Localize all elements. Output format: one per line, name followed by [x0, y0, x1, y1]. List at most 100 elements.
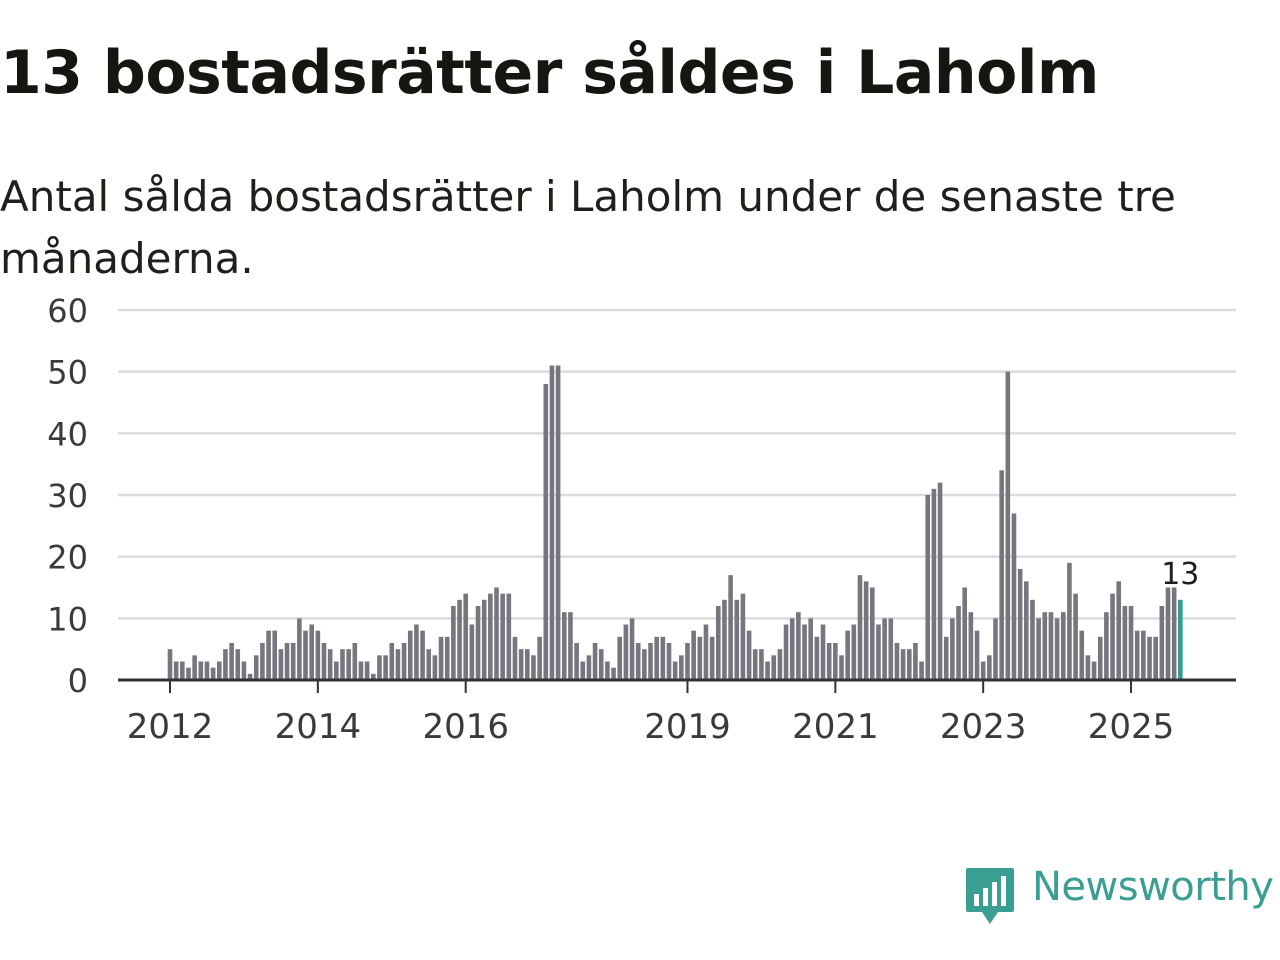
bar	[715, 606, 721, 680]
bar	[561, 612, 567, 680]
bar	[463, 593, 469, 680]
bar	[383, 655, 388, 680]
bar	[777, 649, 783, 680]
bar	[235, 649, 241, 680]
bar	[937, 482, 943, 680]
bar	[660, 636, 666, 680]
bar	[315, 630, 321, 680]
bar	[420, 630, 425, 680]
bar	[1011, 513, 1017, 680]
bar	[518, 649, 524, 680]
bar	[223, 649, 228, 680]
bar	[987, 655, 992, 680]
bar	[962, 587, 968, 680]
bar	[863, 581, 869, 680]
data-labels: 13	[1161, 557, 1199, 592]
bar	[1153, 636, 1158, 680]
bar	[278, 649, 284, 680]
bar	[734, 599, 740, 680]
bar	[173, 661, 179, 680]
x-tick-label: 2012	[127, 707, 214, 747]
bar	[968, 612, 974, 680]
bar	[925, 495, 931, 680]
bar	[685, 643, 690, 680]
bar	[752, 649, 758, 680]
bar	[679, 655, 684, 680]
bar	[882, 618, 887, 680]
bar	[284, 643, 290, 680]
bar	[1024, 581, 1029, 680]
bar	[765, 661, 770, 680]
bar	[272, 630, 278, 680]
bar	[598, 649, 604, 680]
bar	[321, 643, 327, 680]
bar	[1128, 606, 1134, 680]
y-tick-label: 0	[68, 662, 88, 700]
bar	[950, 618, 955, 680]
bar	[635, 643, 641, 680]
bar	[672, 661, 678, 680]
bar	[340, 649, 345, 680]
bar	[906, 649, 912, 680]
bar	[192, 655, 197, 680]
bar	[789, 618, 795, 680]
bar	[740, 593, 746, 680]
bar	[728, 575, 733, 680]
bar	[580, 661, 586, 680]
bar	[512, 636, 518, 680]
y-tick-label: 20	[47, 539, 88, 577]
bar	[407, 630, 413, 680]
bar	[771, 655, 777, 680]
bar	[180, 661, 185, 680]
bar	[346, 649, 351, 680]
bar	[247, 673, 253, 680]
bar	[216, 661, 222, 680]
bar	[266, 630, 271, 680]
bar	[1054, 618, 1060, 680]
bar	[1141, 630, 1146, 680]
bar	[1042, 612, 1048, 680]
bar	[290, 643, 296, 680]
bar	[826, 643, 832, 680]
bar	[894, 643, 900, 680]
bar	[1122, 606, 1128, 680]
bar	[654, 636, 659, 680]
bar	[444, 636, 450, 680]
bar	[241, 661, 247, 680]
bar	[1097, 636, 1103, 680]
bar	[198, 661, 204, 680]
bar	[309, 624, 314, 680]
x-tick-label: 2021	[792, 707, 879, 747]
bar	[869, 587, 875, 680]
bar	[943, 636, 949, 680]
bar	[666, 643, 672, 680]
x-tick-label: 2025	[1088, 707, 1175, 747]
newsworthy-logo-icon	[966, 868, 1014, 924]
bar	[525, 649, 530, 680]
y-tick-label: 40	[47, 415, 88, 453]
bar	[623, 624, 629, 680]
bar	[1159, 606, 1165, 680]
bar	[537, 636, 542, 680]
bar	[488, 593, 493, 680]
bar	[820, 624, 826, 680]
bar	[457, 599, 462, 680]
bar	[808, 618, 813, 680]
bar	[568, 612, 573, 680]
bar	[851, 624, 857, 680]
bar	[697, 636, 703, 680]
bar	[395, 649, 401, 680]
x-tick-label: 2014	[275, 707, 362, 747]
bar	[451, 606, 456, 680]
bar	[253, 655, 259, 680]
bar	[352, 643, 358, 680]
bar	[746, 630, 752, 680]
bar	[1017, 569, 1023, 680]
bar	[796, 612, 801, 680]
bar	[974, 630, 980, 680]
bar	[1104, 612, 1109, 680]
bar	[364, 661, 370, 680]
chart-title: 13 bostadsrätter såldes i Laholm	[0, 38, 1099, 108]
bar	[611, 667, 616, 680]
bar	[1165, 587, 1171, 680]
